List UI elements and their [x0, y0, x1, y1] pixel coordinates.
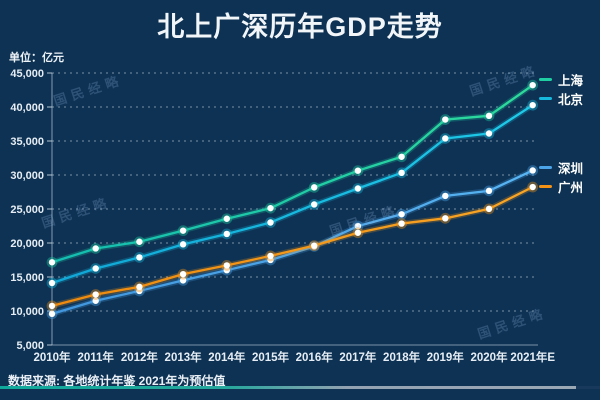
data-point: [398, 169, 405, 177]
x-axis-label: 2019年: [427, 350, 465, 364]
x-axis-label: 2015年: [252, 350, 290, 364]
data-point: [311, 184, 318, 191]
data-point: [92, 297, 99, 304]
data-point: [442, 116, 449, 123]
data-point: [179, 241, 187, 248]
x-axis-label: 2016年: [296, 350, 334, 364]
y-axis-label: 25,000: [10, 204, 44, 216]
series-guangzhou: [46, 181, 539, 312]
data-point: [311, 242, 318, 249]
series-line: [50, 83, 534, 264]
data-point: [136, 254, 143, 261]
legend-label: 上海: [558, 74, 584, 88]
data-point: [398, 153, 405, 160]
data-point: [179, 227, 187, 234]
data-point: [136, 283, 143, 291]
data-point: [92, 245, 99, 252]
x-axis-label: 2020年: [470, 350, 508, 364]
legend-item-guangzhou[interactable]: 广州: [539, 177, 583, 196]
x-axis-label: 2017年: [339, 350, 377, 364]
data-source-note: 数据来源: 各地统计年鉴 2021年为预估值: [8, 374, 226, 388]
data-point: [354, 167, 362, 174]
data-point: [223, 262, 230, 269]
y-axis-label: 30,000: [10, 170, 44, 182]
unit-label: 单位：亿元: [9, 52, 64, 64]
data-point: [179, 277, 187, 284]
data-point: [92, 265, 99, 272]
x-axis-label: 2014年: [208, 350, 246, 364]
x-axis-label: 2012年: [121, 350, 159, 364]
legend-label: 北京: [558, 93, 584, 107]
data-point: [223, 266, 230, 274]
data-point: [179, 270, 187, 278]
y-axis-label: 20,000: [10, 238, 44, 250]
data-point: [48, 279, 56, 287]
legend-item-shanghai[interactable]: 上海: [539, 70, 583, 89]
data-point: [354, 229, 362, 236]
data-point: [354, 185, 362, 192]
x-axis-label: 2013年: [165, 350, 203, 364]
data-point: [354, 222, 362, 230]
series-line: [50, 104, 534, 285]
data-point: [267, 204, 274, 212]
legend-label: 深圳: [558, 162, 584, 176]
data-point: [442, 215, 449, 222]
legend-item-shenzhen[interactable]: 深圳: [539, 158, 583, 177]
data-point: [442, 135, 449, 142]
data-point: [136, 238, 143, 245]
chart-title: 北上广深历年GDP走势: [157, 12, 443, 42]
footer-divider-bar: [0, 386, 600, 389]
data-point: [485, 130, 493, 137]
legend-item-beijing[interactable]: 北京: [539, 89, 583, 108]
data-point: [48, 310, 56, 318]
y-axis-label: 10,000: [10, 306, 44, 318]
data-point: [529, 101, 536, 109]
data-point: [267, 219, 274, 226]
y-axis-label: 40,000: [10, 102, 44, 114]
data-point: [485, 205, 493, 213]
data-point: [485, 112, 493, 120]
series-line: [50, 185, 534, 308]
y-axis-label: 35,000: [10, 136, 44, 148]
x-axis-label: 2021年E: [510, 350, 555, 364]
legend-dash-shenzhen: [539, 166, 552, 169]
legend-label: 广州: [558, 181, 584, 195]
series-shanghai: [46, 79, 539, 268]
data-point: [48, 259, 56, 266]
legend-dash-guangzhou: [539, 185, 552, 188]
data-point: [223, 230, 230, 238]
data-point: [223, 215, 230, 222]
data-point: [92, 291, 99, 298]
series-beijing: [46, 99, 539, 289]
data-point: [398, 220, 405, 227]
series-shenzhen: [46, 165, 539, 320]
x-axis-label: 2011年: [77, 350, 114, 364]
data-point: [442, 192, 449, 200]
data-point: [398, 211, 405, 218]
y-axis-label: 5,000: [16, 340, 44, 352]
series-line: [50, 169, 534, 315]
x-axis-label: 2010年: [33, 350, 71, 364]
legend-dash-shanghai: [539, 78, 552, 81]
data-point: [48, 302, 56, 310]
data-point: [529, 183, 536, 191]
data-point: [267, 252, 274, 260]
legend-dash-beijing: [539, 97, 552, 100]
data-point: [529, 81, 536, 89]
data-point: [485, 187, 493, 195]
data-point: [311, 201, 318, 208]
series-line-glow: [49, 82, 536, 266]
y-axis-label: 15,000: [10, 272, 44, 284]
x-axis: 2010年 2011年 2012年 2013年 2014年 2015年 2016年 2017年…: [33, 350, 555, 364]
data-point: [529, 167, 536, 174]
y-axis: 5,000 10,000 15,000 20,000 25,000 30,000 35,00…: [10, 68, 538, 352]
y-axis-label: 45,000: [10, 68, 44, 80]
x-axis-label: 2018年: [383, 350, 421, 364]
